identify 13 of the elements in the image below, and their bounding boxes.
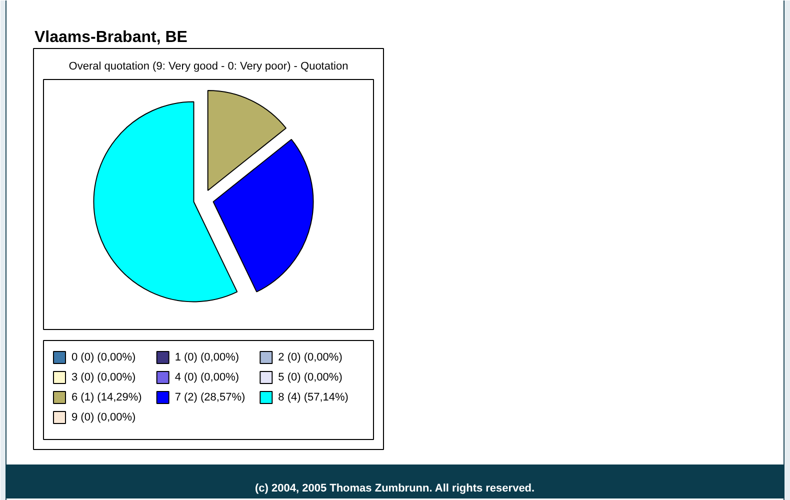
legend-label: 5 (0) (0,00%)	[278, 372, 342, 384]
legend-label: 3 (0) (0,00%)	[72, 372, 136, 384]
chart-title: Vlaams-Brabant, BE	[34, 29, 188, 46]
legend-label: 0 (0) (0,00%)	[72, 352, 136, 364]
legend-label: 4 (0) (0,00%)	[174, 372, 240, 384]
legend-label: 6 (1) (14,29%)	[72, 392, 142, 404]
legend-label: 7 (2) (28,57%)	[174, 392, 246, 404]
legend-label: 8 (4) (57,14%)	[278, 392, 348, 404]
legend-label: 9 (0) (0,00%)	[72, 412, 136, 424]
chart-subtitle: Overal quotation (9: Very good - 0: Very poor) - Quotation	[68, 60, 348, 72]
legend-label: 2 (0) (0,00%)	[278, 352, 342, 364]
legend-label: 1 (0) (0,00%)	[174, 352, 240, 364]
text: (c) 2004, 2005 Thomas Zumbrunn. All rights reserved.	[255, 482, 535, 494]
